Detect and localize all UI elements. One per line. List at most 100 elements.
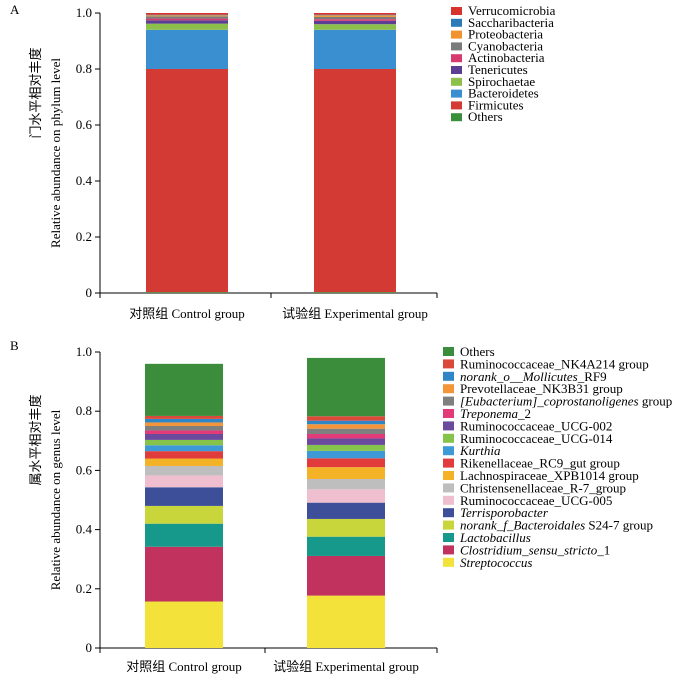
panel-a: A 0 0.2 0.4 0.6 0.8 1.0 Relative abundance on p…	[10, 2, 556, 321]
legend-swatch	[443, 421, 454, 431]
bar-segment-others	[307, 357, 385, 417]
bar-segment-ruminococcaceae-ucg-014	[307, 444, 385, 451]
bar-segment-ruminococcaceae-ucg-014	[145, 439, 223, 446]
bar-segment-proteobacteria	[146, 15, 228, 17]
bar-segment-norank-o-mollicutes-rf9	[307, 420, 385, 425]
bar-segment-ruminococcaceae-nk4a214-group	[307, 416, 385, 421]
bar-segment-christensenellaceae-r-7-group	[307, 478, 385, 490]
bar-segment-verrucomicrobia	[314, 13, 396, 15]
y-tick-label: 0.2	[76, 229, 92, 244]
bar-segment-prevotellaceae-nk3b31-group	[307, 424, 385, 429]
bar-segment-bacteroidetes	[146, 29, 228, 69]
legend-label-suffix: S24-7 group	[585, 518, 653, 533]
y-tick-label: 0.8	[76, 403, 92, 418]
bar-segment-norank-o-mollicutes-rf9	[145, 418, 223, 423]
bar-segment-ruminococcaceae-ucg-002	[145, 433, 223, 440]
y-tick-label: 0.8	[76, 61, 92, 76]
legend-swatch	[443, 533, 454, 542]
y-axis-title-zh: 门水平相对丰度	[28, 47, 43, 138]
legend-swatch	[443, 495, 454, 505]
legend-swatch	[443, 545, 454, 555]
legend-label: Actinobacteria	[468, 50, 545, 65]
bar-segment-cyanobacteria	[146, 16, 228, 19]
bar-segment-norank-f-bacteroidales-s24-7-group	[307, 518, 385, 537]
legend-label: Rikenellaceae_RC9_gut group	[460, 456, 620, 471]
legend-swatch	[443, 471, 454, 480]
bar-segment-kurthia	[145, 445, 223, 452]
legend-label: Ruminococcaceae_UCG-014	[460, 431, 613, 446]
legend-label: Others	[460, 344, 495, 359]
y-axis-title-zh: 属水平相对丰度	[28, 394, 43, 485]
bar-segment-firmicutes	[146, 69, 228, 293]
y-tick-label: 0	[86, 640, 93, 655]
legend-swatch	[443, 347, 454, 356]
legend-swatch	[443, 557, 454, 567]
panel-label: B	[10, 338, 19, 353]
bar-segment-ruminococcaceae-ucg-005	[307, 489, 385, 503]
x-category-label: 对照组 Control group	[129, 306, 245, 321]
legend-swatch	[451, 77, 462, 86]
legend-label: Proteobacteria	[468, 27, 543, 42]
legend-label: Verrucomicrobia	[468, 3, 556, 18]
legend-label-suffix: _1	[596, 542, 610, 557]
legend-label: Ruminococcaceae_UCG-005	[460, 493, 612, 508]
bar-segment-spirochaetae	[314, 24, 396, 30]
legend-label-suffix: _2	[517, 406, 531, 421]
bar-segment-others	[146, 292, 228, 293]
bar-segment-eubacterium-coprostanoligenes-group	[145, 426, 223, 431]
bar-segment-lachnospiraceae-xpb1014-group	[145, 458, 223, 466]
legend-swatch	[443, 359, 454, 369]
bar-segment-ruminococcaceae-ucg-002	[307, 438, 385, 445]
bar-segment-firmicutes	[314, 69, 396, 293]
legend-swatch	[451, 113, 462, 122]
y-tick-label: 0	[86, 285, 93, 300]
bar-segment-terrisporobacter	[307, 502, 385, 519]
legend-label-suffix: group	[639, 394, 673, 409]
legend-swatch	[451, 54, 462, 63]
legend-label-italic: norank_o__Mollicutes	[460, 369, 578, 384]
legend-label: Saccharibacteria	[468, 15, 554, 30]
legend-label-italic: Treponema	[460, 406, 519, 421]
bar-segment-lactobacillus	[145, 523, 223, 547]
bar-segment-norank-f-bacteroidales-s24-7-group	[145, 505, 223, 524]
legend-label: Bacteroidetes	[468, 86, 539, 101]
legend-label-suffix: _RF9	[577, 369, 607, 384]
legend-swatch	[443, 409, 454, 418]
bar-segment-saccharibacteria	[146, 14, 228, 16]
legend-swatch	[451, 66, 462, 74]
bar-segment-actinobacteria	[314, 19, 396, 21]
panel-label: A	[10, 2, 20, 17]
legend-swatch	[451, 7, 462, 15]
y-tick-label: 0.6	[76, 117, 93, 132]
legend-swatch	[451, 18, 462, 27]
legend-label-italic: norank_f_Bacteroidales	[460, 518, 585, 533]
y-axis-title: Relative abundance on genus level	[48, 409, 63, 590]
legend-label: Tenericutes	[468, 62, 528, 77]
legend-swatch	[443, 483, 454, 493]
legend-label: Ruminococcaceae_NK4A214 group	[460, 356, 649, 371]
bar-segment-bacteroidetes	[314, 29, 396, 69]
legend-swatch	[451, 30, 462, 39]
legend-swatch	[443, 520, 454, 530]
legend-label: norank_f_Bacteroidales S24-7 group	[460, 518, 653, 533]
bar-segment-treponema-2	[307, 433, 385, 439]
legend-label: Terrisporobacter	[460, 505, 549, 520]
bar-segment-ruminococcaceae-nk4a214-group	[145, 415, 223, 419]
legend-label: Clostridium_sensu_stricto_1	[460, 542, 610, 557]
legend-swatch	[443, 384, 454, 394]
x-category-label: 试验组 Experimental group	[282, 306, 428, 321]
legend-label-italic: Clostridium_sensu_stricto	[460, 542, 598, 557]
y-tick-label: 0.4	[76, 173, 93, 188]
bar-segment-others	[314, 292, 396, 293]
bar-segment-cyanobacteria	[314, 16, 396, 20]
bar-segment-spirochaetae	[146, 23, 228, 30]
bar-segment-saccharibacteria	[314, 14, 396, 16]
bar-segment-lachnospiraceae-xpb1014-group	[307, 467, 385, 479]
legend-label: Christensenellaceae_R-7_group	[460, 480, 626, 495]
bar-segment-actinobacteria	[146, 18, 228, 21]
legend-swatch	[443, 458, 454, 468]
legend-swatch	[443, 433, 454, 443]
x-category-label: 试验组 Experimental group	[273, 659, 419, 674]
legend-label: Cyanobacteria	[468, 38, 543, 53]
